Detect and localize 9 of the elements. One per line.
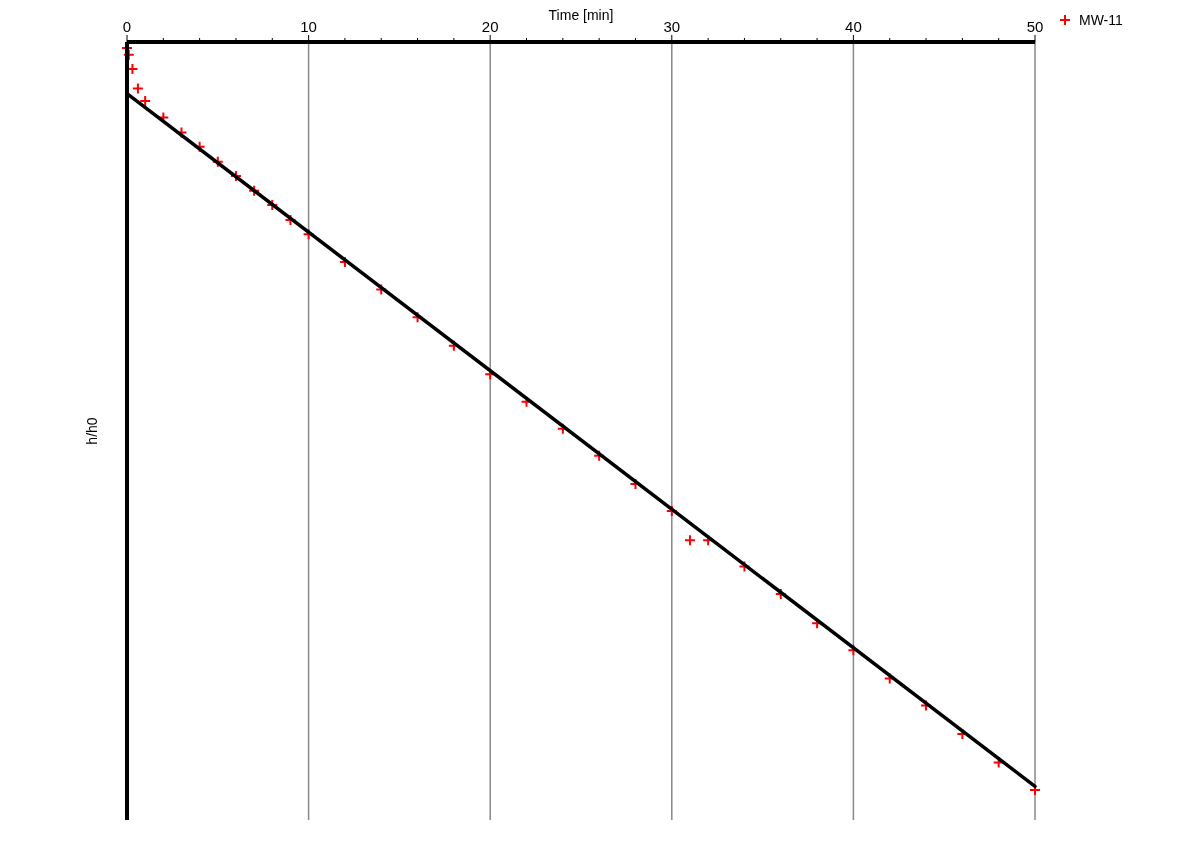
y-axis-title: h/h0	[84, 417, 100, 445]
x-axis-title: Time [min]	[548, 7, 614, 23]
legend-label: MW-11	[1079, 12, 1124, 28]
x-tick-label: 30	[663, 18, 681, 35]
x-tick-label: 0	[122, 18, 132, 35]
x-tick-label: 20	[481, 18, 499, 35]
x-tick-label: 50	[1026, 18, 1044, 35]
x-tick-label: 40	[845, 18, 862, 35]
x-tick-label: 10	[300, 18, 317, 35]
